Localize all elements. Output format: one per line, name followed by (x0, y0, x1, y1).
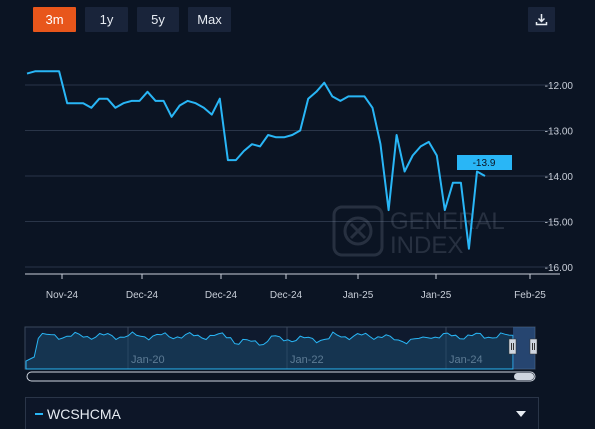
legend-swatch (35, 413, 43, 415)
last-value-badge (457, 155, 512, 170)
series-line-wcshcma (26, 70, 486, 250)
navigator[interactable]: Jan-20Jan-22Jan-24 (24, 326, 538, 370)
watermark: GENERAL INDEX (332, 205, 505, 259)
y-tick-label: -15.00 (545, 218, 574, 229)
navigator-area (25, 331, 514, 370)
range-3m[interactable]: 3m (33, 7, 76, 32)
x-tick-label: Jan-25 (343, 290, 374, 301)
x-tick-label: Jan-25 (421, 290, 452, 301)
caret-down-icon (516, 411, 526, 417)
general-index-logo-icon (332, 205, 384, 257)
y-tick-label: -12.00 (545, 81, 574, 92)
series-wcshcma (26, 70, 486, 250)
range-5y[interactable]: 5y (137, 7, 179, 32)
x-tick-label: Feb-25 (514, 290, 546, 301)
watermark-line2: INDEX (390, 232, 463, 259)
scrollbar-thumb[interactable] (514, 373, 534, 380)
y-axis: -12.00 -13.00 -14.00 -15.00 -16.00 (545, 81, 574, 274)
range-max[interactable]: Max (188, 7, 231, 32)
download-icon (535, 14, 548, 26)
navigator-selection[interactable] (513, 327, 535, 369)
range-1y[interactable]: 1y (85, 7, 128, 32)
x-tick-label: Dec-24 (205, 290, 238, 301)
navigator-handle-left[interactable] (508, 338, 517, 355)
y-tick-label: -14.00 (545, 172, 574, 183)
range-selector: 3m 1y 5y Max (33, 7, 231, 32)
legend-series-name: WCSHCMA (47, 406, 121, 422)
navigator-scrollbar[interactable] (26, 371, 536, 382)
y-tick-label: -13.00 (545, 127, 574, 138)
x-tick-label: Dec-24 (126, 290, 159, 301)
price-chart: GENERAL INDEX -12.00-13.00-14.00-15.00-1… (24, 70, 574, 382)
watermark-line1: GENERAL (390, 208, 505, 235)
x-tick-label: Dec-24 (270, 290, 303, 301)
x-tick-label: Nov-24 (46, 290, 79, 301)
y-tick-label: -16.00 (545, 263, 574, 274)
last-value-marker: -13.9 (457, 155, 512, 170)
series-legend-dropdown[interactable]: WCSHCMA (25, 397, 539, 429)
grid-lines (25, 84, 560, 268)
navigator-handle-right[interactable] (529, 338, 538, 355)
download-button[interactable] (528, 7, 555, 32)
last-value-label: -13.9 (473, 158, 496, 169)
x-axis: Nov-24 Dec-24 Dec-24 Dec-24 Jan-25 Jan-25 Feb-… (25, 273, 560, 301)
